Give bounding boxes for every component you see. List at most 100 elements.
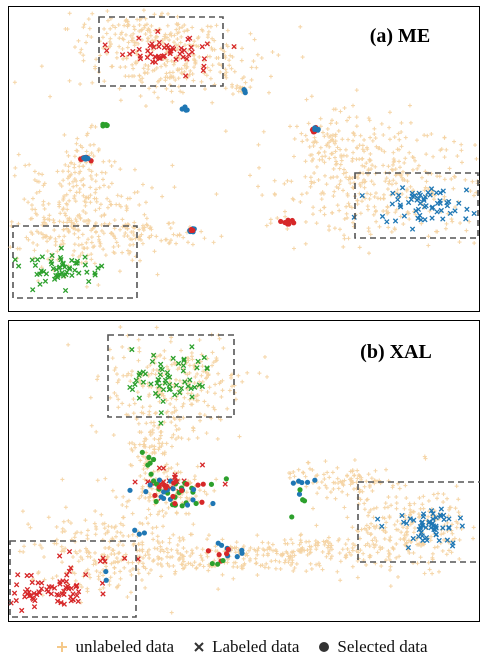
- unlabeled-point: [200, 364, 205, 369]
- unlabeled-point: [320, 157, 325, 162]
- selected-point: [300, 497, 306, 503]
- unlabeled-point: [358, 211, 363, 216]
- unlabeled-point: [344, 204, 349, 209]
- unlabeled-point: [365, 497, 370, 502]
- unlabeled-point: [136, 542, 141, 547]
- labeled-point: [26, 589, 32, 595]
- labeled-point: [56, 271, 63, 277]
- labeled-point: [53, 272, 59, 279]
- labeled-point: [86, 278, 92, 285]
- unlabeled-point: [127, 441, 132, 446]
- unlabeled-point: [371, 542, 376, 547]
- unlabeled-point: [148, 567, 153, 572]
- unlabeled-point: [117, 202, 122, 207]
- unlabeled-point: [449, 217, 454, 222]
- unlabeled-point: [98, 570, 103, 575]
- unlabeled-point: [61, 227, 66, 232]
- labeled-point: [415, 533, 422, 540]
- labeled-point: [463, 187, 470, 193]
- unlabeled-point: [52, 220, 57, 225]
- unlabeled-point: [193, 61, 198, 66]
- unlabeled-point: [456, 510, 461, 515]
- labeled-point: [51, 585, 58, 591]
- labeled-point: [188, 44, 194, 51]
- labeled-point: [194, 365, 200, 371]
- unlabeled-point: [180, 404, 185, 409]
- unlabeled-point: [89, 235, 94, 240]
- unlabeled-point: [57, 234, 62, 239]
- unlabeled-point: [107, 39, 112, 44]
- unlabeled-point: [137, 227, 142, 232]
- unlabeled-point: [332, 189, 337, 194]
- unlabeled-point: [248, 85, 253, 90]
- unlabeled-point: [115, 193, 120, 198]
- labeled-point: [173, 382, 180, 388]
- unlabeled-point: [373, 164, 378, 169]
- unlabeled-point: [84, 40, 89, 45]
- unlabeled-point: [412, 526, 417, 531]
- unlabeled-point: [328, 556, 333, 561]
- unlabeled-point: [256, 546, 261, 551]
- unlabeled-point: [87, 167, 92, 172]
- unlabeled-point: [101, 247, 106, 252]
- unlabeled-point: [355, 198, 360, 203]
- unlabeled-point: [116, 377, 121, 382]
- unlabeled-point: [125, 226, 130, 231]
- unlabeled-point: [260, 563, 265, 568]
- unlabeled-point: [97, 587, 102, 592]
- unlabeled-point: [204, 492, 209, 497]
- unlabeled-point: [126, 560, 131, 565]
- unlabeled-point: [388, 584, 393, 589]
- labeled-point: [433, 515, 439, 521]
- unlabeled-point: [363, 196, 368, 201]
- labeled-point: [415, 215, 421, 221]
- unlabeled-point: [435, 229, 440, 234]
- unlabeled-point: [165, 474, 170, 479]
- unlabeled-point: [118, 167, 123, 172]
- labeled-point: [158, 361, 164, 367]
- unlabeled-point: [364, 562, 369, 567]
- unlabeled-point: [308, 175, 313, 180]
- unlabeled-point: [166, 505, 171, 510]
- labeled-point: [446, 516, 452, 522]
- unlabeled-point: [445, 496, 450, 501]
- unlabeled-point: [46, 515, 51, 520]
- unlabeled-point: [277, 559, 282, 564]
- unlabeled-point: [303, 241, 308, 246]
- unlabeled-point: [117, 86, 122, 91]
- unlabeled-point: [124, 56, 129, 61]
- unlabeled-point: [83, 200, 88, 205]
- unlabeled-point: [140, 182, 145, 187]
- selected-point: [199, 499, 205, 505]
- unlabeled-point: [188, 553, 193, 558]
- unlabeled-point: [150, 428, 155, 433]
- unlabeled-point: [199, 79, 204, 84]
- unlabeled-point: [93, 550, 98, 555]
- unlabeled-point: [255, 573, 260, 578]
- unlabeled-point: [72, 242, 77, 247]
- highlight-box-blue: [357, 481, 480, 563]
- unlabeled-point: [81, 183, 86, 188]
- unlabeled-point: [369, 476, 374, 481]
- unlabeled-point: [66, 518, 71, 523]
- selected-point: [127, 487, 133, 493]
- unlabeled-point: [90, 80, 95, 85]
- unlabeled-point: [150, 525, 155, 530]
- unlabeled-point: [182, 29, 187, 34]
- labeled-point: [99, 263, 105, 269]
- labeled-point: [31, 604, 38, 610]
- unlabeled-point: [351, 150, 356, 155]
- unlabeled-point: [329, 554, 334, 559]
- unlabeled-point: [474, 156, 479, 161]
- unlabeled-point: [85, 536, 90, 541]
- unlabeled-point: [130, 258, 135, 263]
- labeled-point: [57, 581, 63, 587]
- labeled-point: [160, 386, 167, 393]
- unlabeled-point: [143, 585, 148, 590]
- unlabeled-point: [176, 22, 181, 27]
- labeled-point: [59, 270, 65, 276]
- legend-label-labeled: Labeled data: [212, 637, 300, 656]
- unlabeled-point: [220, 537, 225, 542]
- unlabeled-point: [122, 23, 127, 28]
- unlabeled-point: [147, 412, 152, 417]
